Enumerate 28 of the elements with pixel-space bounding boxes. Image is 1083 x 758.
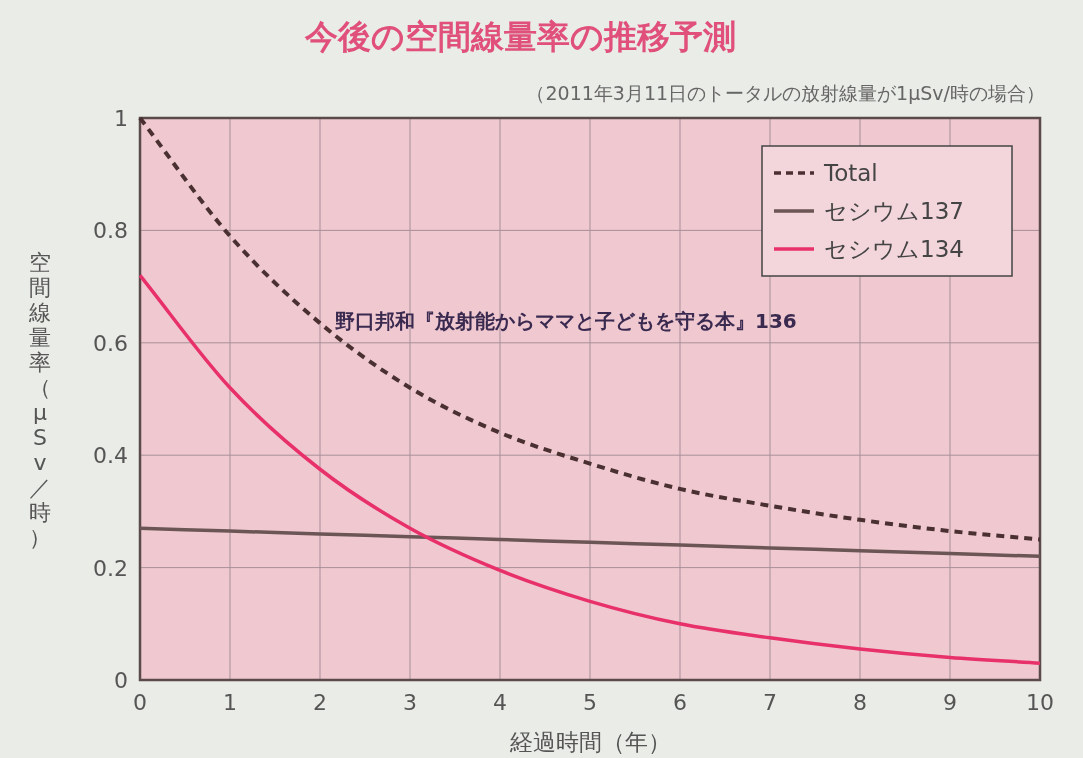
x-tick-label: 4 xyxy=(493,690,507,715)
y-tick-label: 1 xyxy=(114,106,128,131)
x-tick-label: 3 xyxy=(403,690,417,715)
x-axis-title: 経過時間（年） xyxy=(508,729,671,755)
x-tick-label: 9 xyxy=(943,690,957,715)
line-series xyxy=(138,116,1042,542)
x-tick-label: 8 xyxy=(853,690,867,715)
y-tick-label: 0.2 xyxy=(93,555,128,581)
chart-title: 今後の空間線量率の推移予測 xyxy=(303,17,736,56)
legend-label: Total xyxy=(823,160,878,186)
legend-label: セシウム134 xyxy=(824,236,964,262)
chart-subtitle: （2011年3月11日のトータルの放射線量が1μSv/時の場合） xyxy=(526,82,1045,104)
x-tick-label: 2 xyxy=(313,690,327,715)
line-series xyxy=(138,273,1042,665)
text: 空間線量率（μSv／時） xyxy=(29,249,51,550)
x-tick-label: 10 xyxy=(1026,690,1054,715)
x-tick-label: 7 xyxy=(763,690,777,715)
y-tick-label: 0 xyxy=(114,668,128,693)
x-tick-label: 5 xyxy=(583,690,597,715)
line-series xyxy=(138,526,1042,559)
annotation: 野口邦和『放射能からママと子どもを守る本』136 xyxy=(335,309,797,333)
x-tick-label: 0 xyxy=(133,690,147,715)
y-tick-label: 0.4 xyxy=(93,443,128,469)
x-tick-label: 6 xyxy=(673,690,687,715)
y-tick-label: 0.8 xyxy=(93,218,128,244)
y-tick-label: 0.6 xyxy=(93,330,128,356)
legend-label: セシウム137 xyxy=(824,198,964,224)
x-tick-label: 1 xyxy=(223,690,237,715)
